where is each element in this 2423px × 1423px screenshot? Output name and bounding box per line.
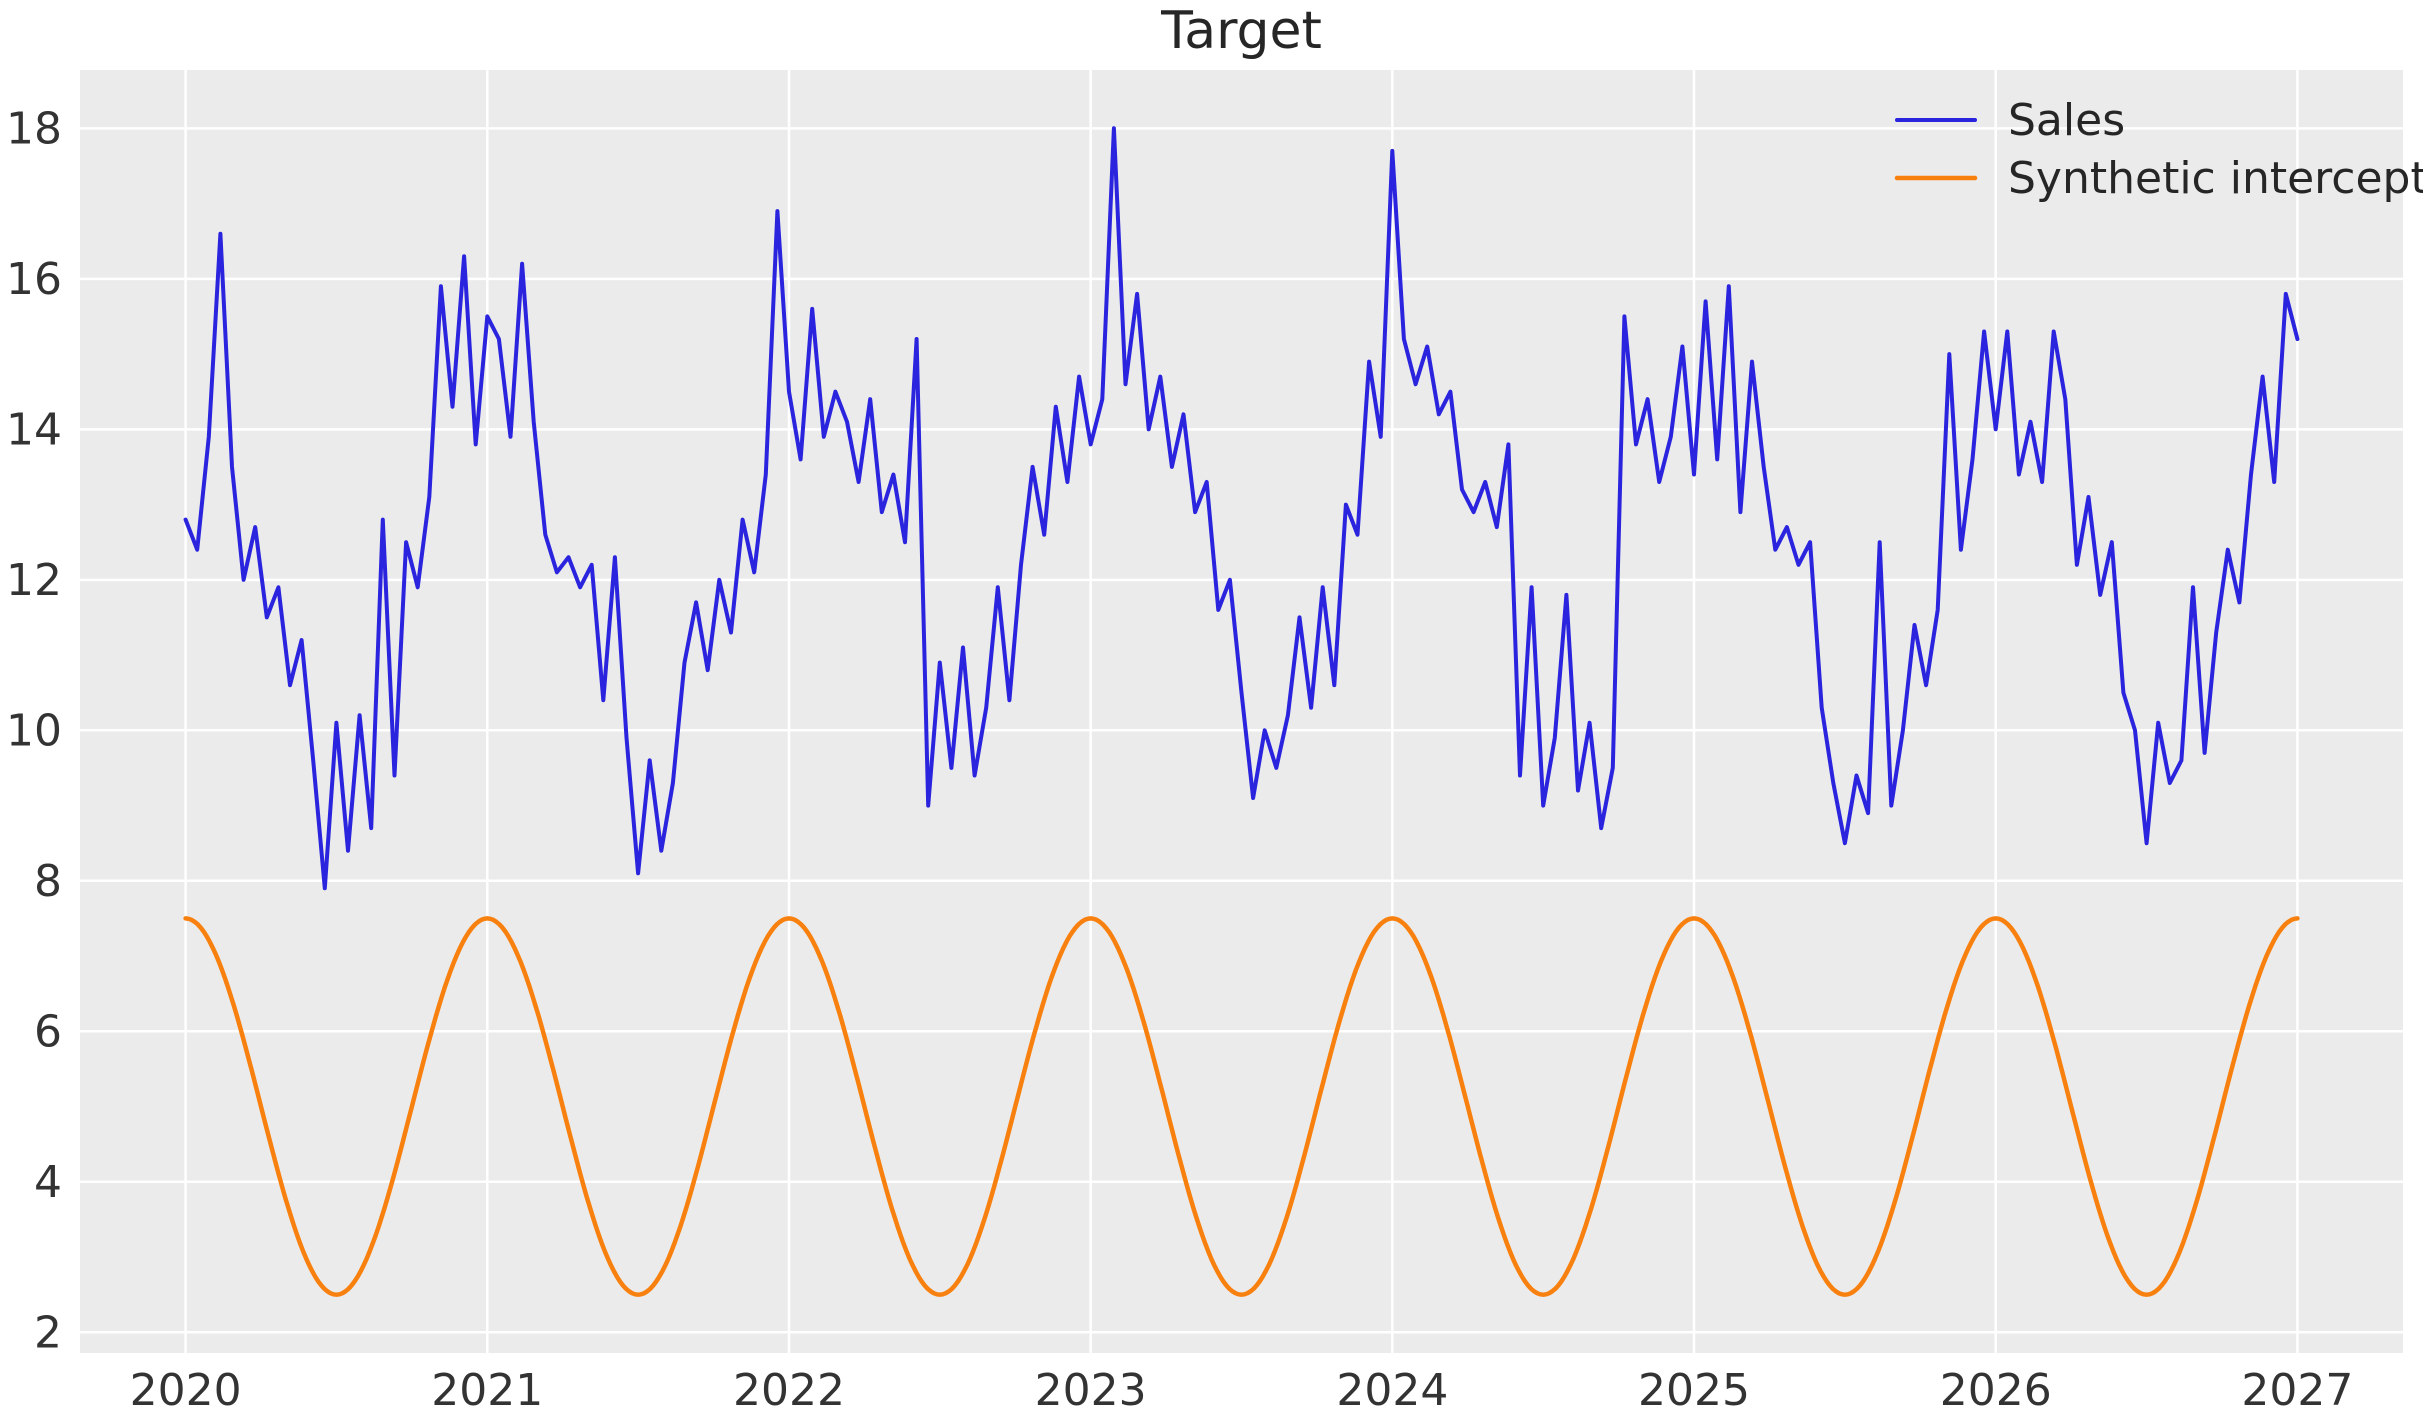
legend-layer: Sales Synthetic intercept: [1894, 95, 2423, 204]
plot-area: [80, 70, 2403, 1353]
x-tick-label-2024: 2024: [1336, 1365, 1448, 1416]
y-tick-label-10: 10: [6, 705, 62, 756]
x-tick-label-2027: 2027: [2241, 1365, 2353, 1416]
x-tick-label-2020: 2020: [130, 1365, 242, 1416]
synthetic-intercept-line: [183, 916, 2300, 1297]
gridline-layer: [80, 70, 2403, 1353]
legend-label-sales: Sales: [2008, 95, 2125, 146]
chart-title: Target: [1160, 1, 1322, 61]
x-tick-label-2025: 2025: [1638, 1365, 1750, 1416]
y-tick-label-14: 14: [6, 404, 62, 455]
y-tick-label-6: 6: [34, 1006, 62, 1057]
x-tick-label-2022: 2022: [733, 1365, 845, 1416]
x-tick-label-2023: 2023: [1035, 1365, 1147, 1416]
x-tick-label-2026: 2026: [1940, 1365, 2052, 1416]
y-tick-label-12: 12: [6, 555, 62, 606]
y-tick-label-16: 16: [6, 254, 62, 305]
title-layer: Target: [1160, 1, 1322, 61]
y-tick-label-18: 18: [6, 103, 62, 154]
y-tick-label-4: 4: [34, 1157, 62, 1208]
legend-label-synthetic-intercept: Synthetic intercept: [2008, 153, 2423, 204]
tick-label-layer: 2020 2021 2022 2023 2024 2025 2026 2027 2 4 6 8 10 12…: [6, 103, 2353, 1416]
x-tick-label-2021: 2021: [431, 1365, 543, 1416]
sales-line: [183, 126, 2300, 891]
series-layer: [183, 126, 2300, 1297]
y-tick-label-8: 8: [34, 856, 62, 907]
plot-background-layer: [80, 70, 2403, 1353]
y-tick-label-2: 2: [34, 1307, 62, 1358]
